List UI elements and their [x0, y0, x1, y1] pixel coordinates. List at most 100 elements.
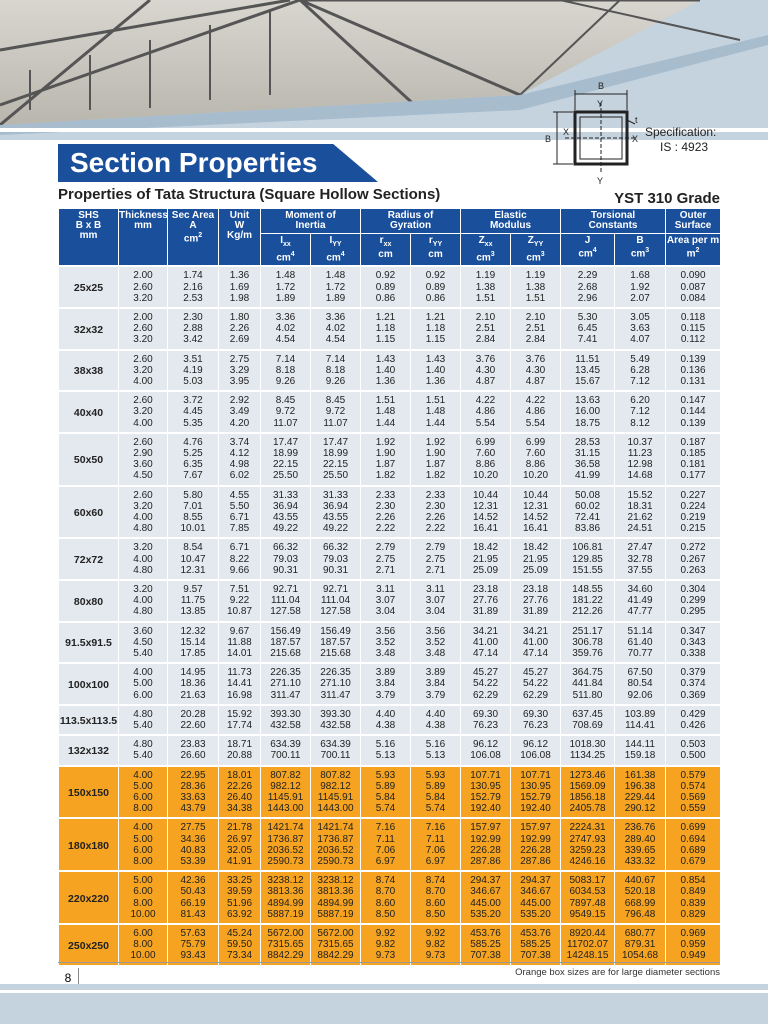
- value-cell: 20.28: [167, 704, 219, 721]
- value-cell: 66.32: [260, 538, 311, 554]
- value-cell: 75.79: [167, 939, 219, 951]
- data-row: 6.00 33.63 26.40 1145.91 1145.91 5.84 5.84 152.…: [59, 792, 722, 804]
- value-cell: 3.89: [410, 663, 462, 679]
- value-cell: 81.43: [167, 908, 219, 925]
- value-cell: 43.55: [260, 511, 311, 524]
- value-cell: 2.75: [410, 553, 462, 565]
- value-cell: 440.67: [614, 871, 667, 887]
- value-cell: 31.89: [510, 606, 562, 622]
- value-cell: 3.36: [309, 307, 362, 324]
- value-cell: 9.92: [360, 924, 412, 940]
- value-cell: 5.00: [118, 871, 168, 887]
- value-cell: 9.67: [218, 621, 261, 637]
- value-cell: 11.75: [167, 595, 219, 607]
- value-cell: 7315.65: [260, 939, 311, 951]
- value-cell: 0.139: [665, 349, 722, 365]
- value-cell: 2036.52: [309, 844, 362, 857]
- value-cell: 287.86: [460, 856, 512, 872]
- value-cell: 15.67: [560, 375, 616, 392]
- value-cell: 982.12: [260, 780, 311, 793]
- value-cell: 79.03: [260, 553, 311, 565]
- value-cell: 40.83: [167, 844, 219, 857]
- value-cell: 5.84: [410, 792, 462, 804]
- value-cell: 585.25: [510, 939, 562, 951]
- value-cell: 287.86: [510, 856, 562, 872]
- data-row: 5.40 26.60 20.88 700.11 700.11 5.13 5.13 106.08…: [59, 750, 722, 766]
- value-cell: 43.55: [309, 511, 362, 524]
- value-cell: 1443.00: [260, 803, 311, 819]
- value-cell: 2.00: [118, 266, 168, 282]
- value-cell: 1569.09: [560, 780, 616, 793]
- value-cell: 31.33: [260, 485, 311, 501]
- data-row: 3.20 4.45 3.49 9.72 9.72 1.48 1.48 4.86 4.86 16.0…: [59, 406, 722, 418]
- value-cell: 3.72: [167, 391, 219, 407]
- value-cell: 5.16: [360, 735, 412, 751]
- data-row: 5.00 18.36 14.41 271.10 271.10 3.84 3.84 54.22 5…: [59, 678, 722, 690]
- value-cell: 192.99: [460, 833, 512, 845]
- value-cell: 8.54: [167, 538, 219, 554]
- value-cell: 0.426: [665, 720, 722, 736]
- size-group: 60x60 2.60 5.80 4.55 31.33 31.33 2.33 2.33 10.44…: [58, 485, 722, 539]
- value-cell: 346.67: [460, 886, 512, 898]
- value-cell: 700.11: [309, 750, 362, 766]
- value-cell: 0.679: [665, 856, 722, 872]
- value-cell: 9.73: [360, 950, 412, 965]
- value-cell: 4.12: [218, 447, 261, 460]
- symbol-sub: xx: [484, 241, 493, 248]
- value-cell: 4.38: [360, 720, 412, 736]
- data-row: 60x60 2.60 5.80 4.55 31.33 31.33 2.33 2.33 10.44…: [58, 485, 722, 539]
- value-cell: 6.71: [218, 538, 261, 554]
- value-cell: 0.147: [665, 391, 722, 407]
- value-cell: 1.15: [410, 334, 462, 350]
- header-line: Inertia: [295, 220, 326, 231]
- value-cell: 271.10: [260, 678, 311, 690]
- value-cell: 5.40: [118, 750, 168, 766]
- value-cell: 111.04: [260, 595, 311, 607]
- header-line: Moment of: [285, 210, 336, 221]
- value-cell: 1421.74: [309, 818, 362, 834]
- value-cell: 3.79: [410, 689, 462, 705]
- value-cell: 31.15: [560, 447, 616, 460]
- value-cell: 0.694: [665, 833, 722, 845]
- value-cell: 4.19: [167, 364, 219, 376]
- value-cell: 393.30: [309, 704, 362, 721]
- value-cell: 2.51: [510, 323, 562, 335]
- value-cell: 34.36: [167, 833, 219, 845]
- value-cell: 1.21: [360, 307, 412, 324]
- diagram-shape: [553, 90, 637, 174]
- value-cell: 3238.12: [309, 871, 362, 887]
- sub-header: IYY cm4: [309, 233, 362, 267]
- value-cell: 4.40: [410, 704, 462, 721]
- value-cell: 2.71: [410, 564, 462, 580]
- value-cell: 25.50: [260, 470, 311, 486]
- group-header: Torsional Constants: [560, 208, 667, 234]
- value-cell: 339.65: [614, 844, 667, 857]
- value-cell: 73.34: [218, 950, 261, 965]
- symbol-sub: xx: [282, 241, 291, 248]
- value-cell: 43.79: [167, 803, 219, 819]
- value-cell: 4.00: [118, 511, 168, 524]
- unit: cm4: [561, 246, 614, 259]
- symbol-text: I: [329, 235, 333, 246]
- value-cell: 106.81: [560, 538, 616, 554]
- symbol: Zxx: [461, 236, 510, 250]
- value-cell: 23.18: [460, 580, 512, 596]
- value-cell: 0.187: [665, 432, 722, 448]
- unit-text: cm: [578, 248, 593, 260]
- value-cell: 4.54: [309, 334, 362, 350]
- spec-label: Specification:: [645, 125, 716, 139]
- value-cell: 3.48: [410, 648, 462, 664]
- value-cell: 707.38: [510, 950, 562, 965]
- value-cell: 92.06: [614, 689, 667, 705]
- value-cell: 1.51: [460, 292, 512, 308]
- value-cell: 4.30: [460, 364, 512, 376]
- size-group: 250x250 6.00 57.63 45.24 5672.00 5672.00 9.92 9…: [58, 924, 722, 965]
- value-cell: 11.07: [309, 417, 362, 433]
- value-cell: 3.51: [167, 349, 219, 365]
- value-cell: 28.53: [560, 432, 616, 448]
- value-cell: 18.36: [167, 678, 219, 690]
- header-line: Modulus: [489, 220, 532, 231]
- section-diagram: B Y t B X X Y Specification: IS : 4923: [545, 81, 716, 186]
